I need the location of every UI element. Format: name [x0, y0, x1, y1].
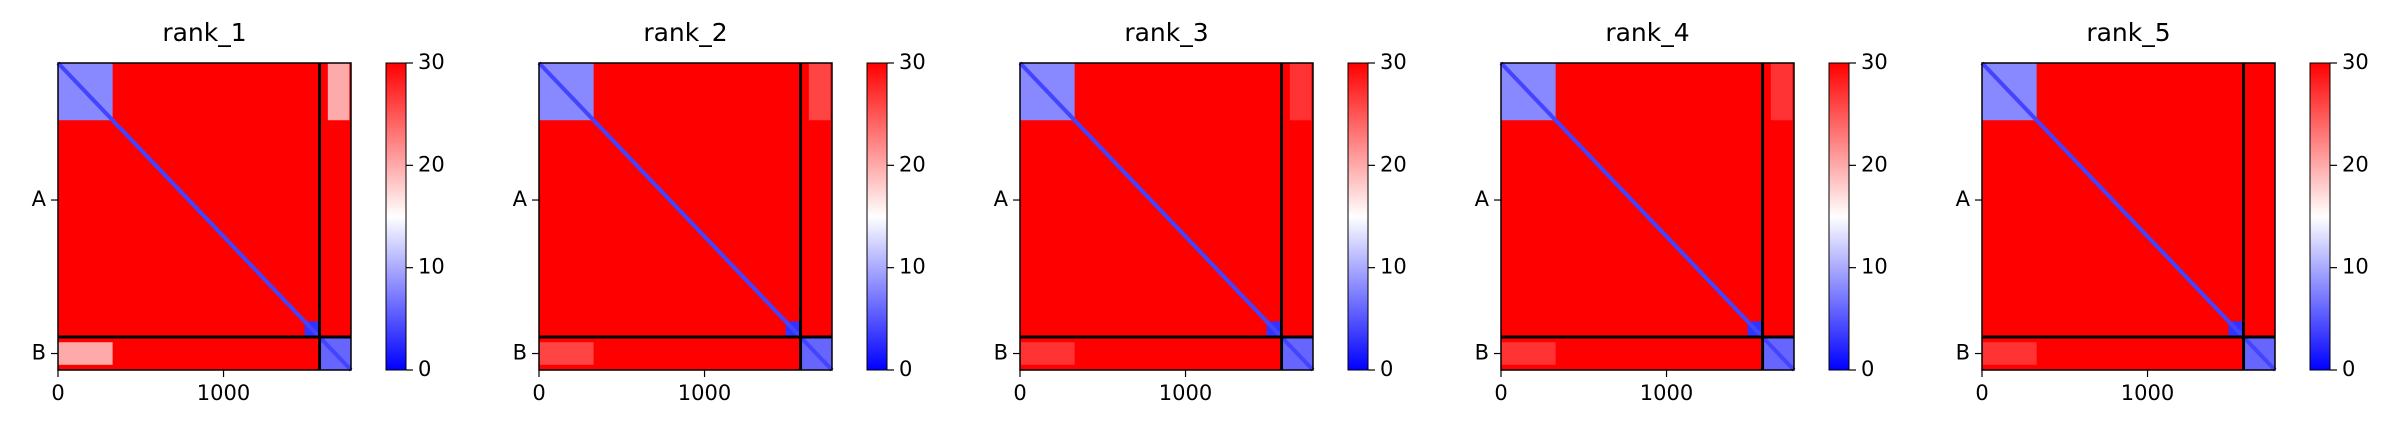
heatmap-diagonal — [1499, 61, 1796, 372]
colorbar-tick-label: 10 — [1861, 255, 1888, 279]
y-tick-label: B — [994, 341, 1008, 365]
panel-title: rank_1 — [162, 18, 246, 47]
colorbar-tick-label: 0 — [1380, 357, 1393, 381]
heatmap-diagonal — [1018, 61, 1315, 372]
heatmap-block — [1501, 342, 1556, 365]
x-tick-label: 1000 — [197, 381, 250, 405]
colorbar-tick-label: 30 — [1861, 50, 1888, 74]
heatmap-block — [1289, 63, 1312, 121]
colorbar-tick-label: 20 — [899, 152, 926, 176]
heatmap-diagonal — [56, 61, 353, 372]
y-tick-label: B — [32, 341, 46, 365]
y-tick-label: A — [32, 187, 47, 211]
panel-title: rank_4 — [1605, 18, 1689, 47]
heatmap-diagonal — [537, 61, 834, 372]
y-tick-label: B — [1956, 341, 1970, 365]
colorbar — [385, 62, 407, 371]
x-tick-label: 1000 — [1640, 381, 1693, 405]
x-tick-label: 1000 — [678, 381, 731, 405]
frame — [1981, 62, 2276, 371]
colorbar-tick-label: 0 — [2342, 357, 2355, 381]
colorbar-tick-label: 0 — [899, 357, 912, 381]
colorbar-tick-label: 30 — [418, 50, 445, 74]
x-tick-label: 1000 — [2121, 381, 2174, 405]
y-tick-label: B — [513, 341, 527, 365]
colorbar-tick-label: 20 — [1380, 152, 1407, 176]
colorbar-tick-label: 10 — [2342, 255, 2369, 279]
colorbar-tick-label: 20 — [2342, 152, 2369, 176]
heatmap-block — [58, 342, 113, 365]
x-tick-label: 0 — [51, 381, 64, 405]
x-tick-label: 0 — [1494, 381, 1507, 405]
y-tick-label: A — [994, 187, 1009, 211]
heatmap-block — [808, 63, 831, 121]
colorbar-tick-label: 30 — [2342, 50, 2369, 74]
frame — [57, 62, 352, 371]
y-tick-label: B — [1475, 341, 1489, 365]
heatmap-diagonal — [1980, 61, 2277, 372]
colorbar-tick-label: 30 — [899, 50, 926, 74]
x-tick-label: 1000 — [1159, 381, 1212, 405]
x-tick-label: 0 — [532, 381, 545, 405]
colorbar-tick-label: 0 — [1861, 357, 1874, 381]
colorbar-tick-label: 20 — [418, 152, 445, 176]
colorbar — [1347, 62, 1369, 371]
x-tick-label: 0 — [1013, 381, 1026, 405]
heatmap-block — [327, 63, 350, 121]
x-tick-label: 0 — [1975, 381, 1988, 405]
colorbar — [1828, 62, 1850, 371]
heatmap-block — [1982, 342, 2037, 365]
y-tick-label: A — [1956, 187, 1971, 211]
y-tick-label: A — [513, 187, 528, 211]
colorbar-tick-label: 10 — [418, 255, 445, 279]
panel-title: rank_3 — [1124, 18, 1208, 47]
panel-title: rank_5 — [2086, 18, 2170, 47]
colorbar — [866, 62, 888, 371]
y-tick-label: A — [1475, 187, 1490, 211]
frame — [1500, 62, 1795, 371]
colorbar-tick-label: 20 — [1861, 152, 1888, 176]
heatmap-block — [1770, 63, 1793, 121]
colorbar-tick-label: 10 — [899, 255, 926, 279]
frame — [1019, 62, 1314, 371]
colorbar-tick-label: 30 — [1380, 50, 1407, 74]
heatmap-block — [539, 342, 594, 365]
colorbar-tick-label: 0 — [418, 357, 431, 381]
colorbar — [2309, 62, 2331, 371]
frame — [538, 62, 833, 371]
panel-title: rank_2 — [643, 18, 727, 47]
heatmap-block — [1020, 342, 1075, 365]
colorbar-tick-label: 10 — [1380, 255, 1407, 279]
